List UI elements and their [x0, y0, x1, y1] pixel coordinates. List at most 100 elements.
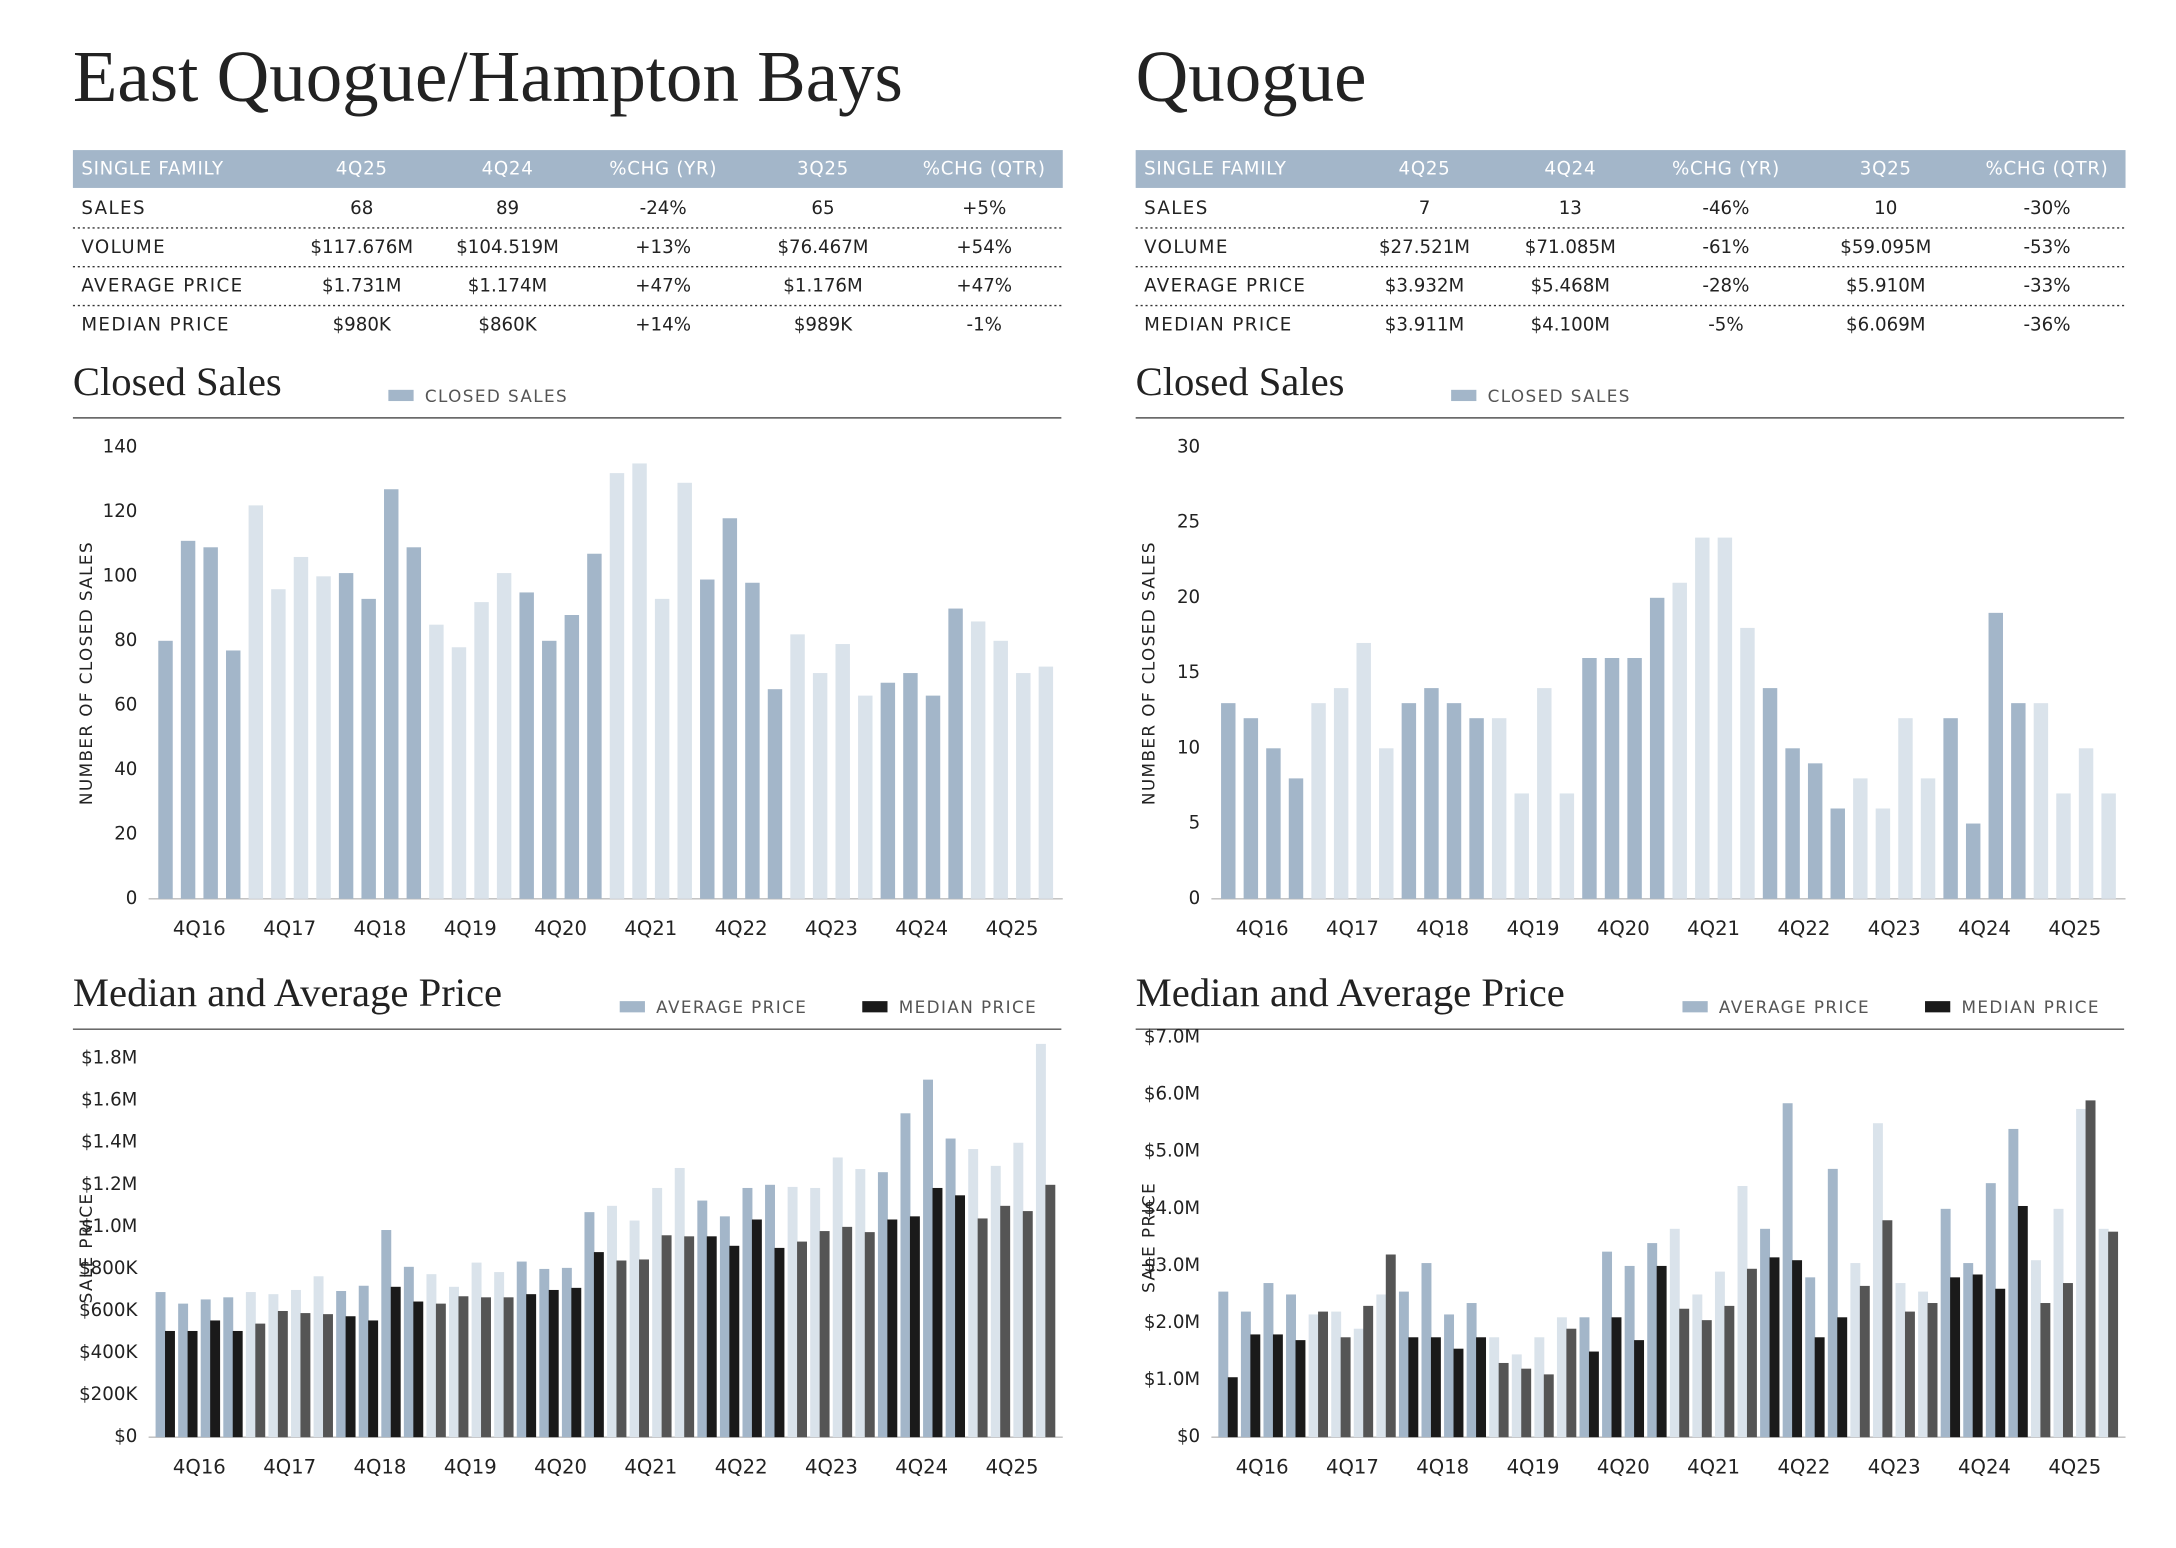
table-cell: 10 — [1874, 198, 1897, 219]
table-cell: $76.467M — [777, 237, 868, 258]
table-cell: +5% — [962, 198, 1006, 219]
table-cell: 65 — [811, 198, 834, 219]
bar — [165, 1330, 175, 1438]
legend-label: MEDIAN PRICE — [899, 997, 1037, 1017]
bar — [1521, 1368, 1532, 1438]
bar — [1218, 1291, 1229, 1438]
y-tick-label: 120 — [103, 501, 138, 522]
x-tick-label: 4Q23 — [1868, 917, 1921, 940]
table-cell: $3.932M — [1385, 276, 1464, 297]
bar — [1013, 1142, 1024, 1438]
bar — [571, 1287, 582, 1438]
bar — [616, 1260, 627, 1438]
bar — [629, 1220, 640, 1438]
x-tick-label: 4Q16 — [173, 1456, 226, 1479]
table-header: 4Q24 — [482, 159, 534, 180]
y-tick-label: 20 — [114, 823, 137, 844]
bar — [1424, 688, 1439, 899]
legend-swatch — [388, 389, 414, 402]
bar — [390, 1286, 401, 1438]
bar — [970, 621, 986, 899]
table-header: 4Q24 — [1544, 159, 1596, 180]
bar — [684, 1236, 695, 1438]
bar — [1624, 1265, 1635, 1438]
bar — [2076, 1108, 2087, 1438]
bar — [1724, 1305, 1735, 1438]
bar — [503, 1297, 514, 1438]
bar — [1243, 718, 1259, 899]
bar — [2030, 1260, 2041, 1438]
table-cell: $1.731M — [322, 276, 401, 297]
table-cell: -30% — [2023, 198, 2070, 219]
bar — [1266, 748, 1281, 899]
bar — [1850, 1263, 1861, 1438]
y-axis-label: NUMBER OF CLOSED SALES — [76, 541, 96, 805]
bar — [1692, 1294, 1703, 1438]
y-tick-label: 80 — [114, 630, 137, 651]
bar — [677, 482, 692, 899]
bar — [496, 573, 512, 899]
bar — [2008, 1128, 2019, 1438]
bar — [1430, 1337, 1441, 1438]
y-tick-label: $7.0M — [1144, 1027, 1200, 1048]
x-tick-label: 4Q17 — [263, 1456, 316, 1479]
x-tick-label: 4Q21 — [624, 917, 677, 940]
bar — [697, 1200, 708, 1438]
bar — [1288, 778, 1304, 899]
bar — [1376, 1294, 1387, 1438]
bar — [226, 650, 241, 899]
bar — [719, 1216, 730, 1438]
bar — [1988, 612, 2003, 899]
bar — [968, 1149, 979, 1438]
y-tick-label: 5 — [1189, 813, 1201, 834]
bar — [1038, 666, 1054, 899]
legend-label: MEDIAN PRICE — [1961, 997, 2099, 1017]
bar — [661, 1235, 672, 1438]
x-tick-label: 4Q18 — [354, 917, 407, 940]
bar — [652, 1187, 663, 1438]
y-tick-label: $400K — [79, 1342, 138, 1363]
bar — [1221, 703, 1236, 899]
y-tick-label: $1.0M — [1144, 1369, 1200, 1390]
bar — [381, 1230, 392, 1438]
bar — [338, 573, 354, 899]
bar — [542, 640, 557, 899]
bar — [877, 1172, 888, 1438]
bar — [1611, 1317, 1622, 1438]
bar — [810, 1187, 821, 1438]
table-cell: VOLUME — [81, 237, 166, 258]
bar — [1331, 1311, 1342, 1438]
bar — [639, 1259, 649, 1438]
bar — [932, 1187, 943, 1438]
bar — [700, 579, 715, 899]
bar — [1385, 1254, 1396, 1438]
bar — [336, 1291, 347, 1438]
bar — [449, 1286, 459, 1438]
bar — [1859, 1285, 1870, 1438]
x-tick-label: 4Q17 — [1326, 917, 1379, 940]
bar — [178, 1303, 189, 1438]
bar — [203, 547, 218, 899]
bar — [1579, 1317, 1590, 1438]
bar — [268, 1294, 279, 1438]
table-cell: +13% — [635, 237, 691, 258]
bar — [481, 1297, 491, 1438]
bar — [1963, 1263, 1974, 1438]
bar — [742, 1187, 753, 1438]
y-axis-label: SALE PRICE — [76, 1192, 96, 1303]
bar — [1045, 1184, 1056, 1438]
bar — [1311, 703, 1326, 899]
bar — [729, 1245, 740, 1438]
bar — [384, 489, 399, 899]
table-cell: AVERAGE PRICE — [81, 276, 243, 297]
bar — [1785, 748, 1800, 899]
y-tick-label: 15 — [1177, 662, 1200, 683]
y-tick-label: $1.2M — [81, 1174, 137, 1195]
bar — [458, 1296, 469, 1438]
table-cell: $59.095M — [1840, 237, 1931, 258]
x-tick-label: 4Q16 — [173, 917, 226, 940]
legend-label: AVERAGE PRICE — [1719, 997, 1870, 1017]
bar — [1379, 748, 1394, 899]
legend-swatch — [862, 1001, 888, 1013]
bar — [1398, 1291, 1409, 1438]
